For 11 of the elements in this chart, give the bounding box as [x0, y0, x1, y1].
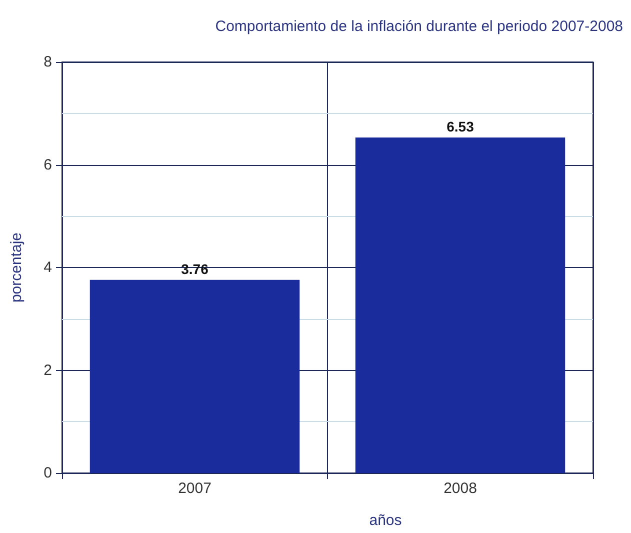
y-tick-label: 2	[44, 362, 52, 379]
y-tick-label: 0	[44, 464, 52, 482]
y-tick-label: 4	[44, 259, 52, 276]
y-axis-title: porcentaje	[8, 232, 25, 303]
x-tick-label: 2007	[178, 480, 212, 497]
y-tick-label: 6	[44, 156, 52, 174]
chart-title: Comportamiento de la inflación durante el periodo 2007-2008	[215, 18, 624, 35]
y-tick-label: 8	[44, 54, 52, 70]
x-axis-title: años	[369, 512, 402, 529]
data-label: 6.53	[446, 118, 474, 135]
x-tick-label: 2008	[444, 480, 477, 497]
